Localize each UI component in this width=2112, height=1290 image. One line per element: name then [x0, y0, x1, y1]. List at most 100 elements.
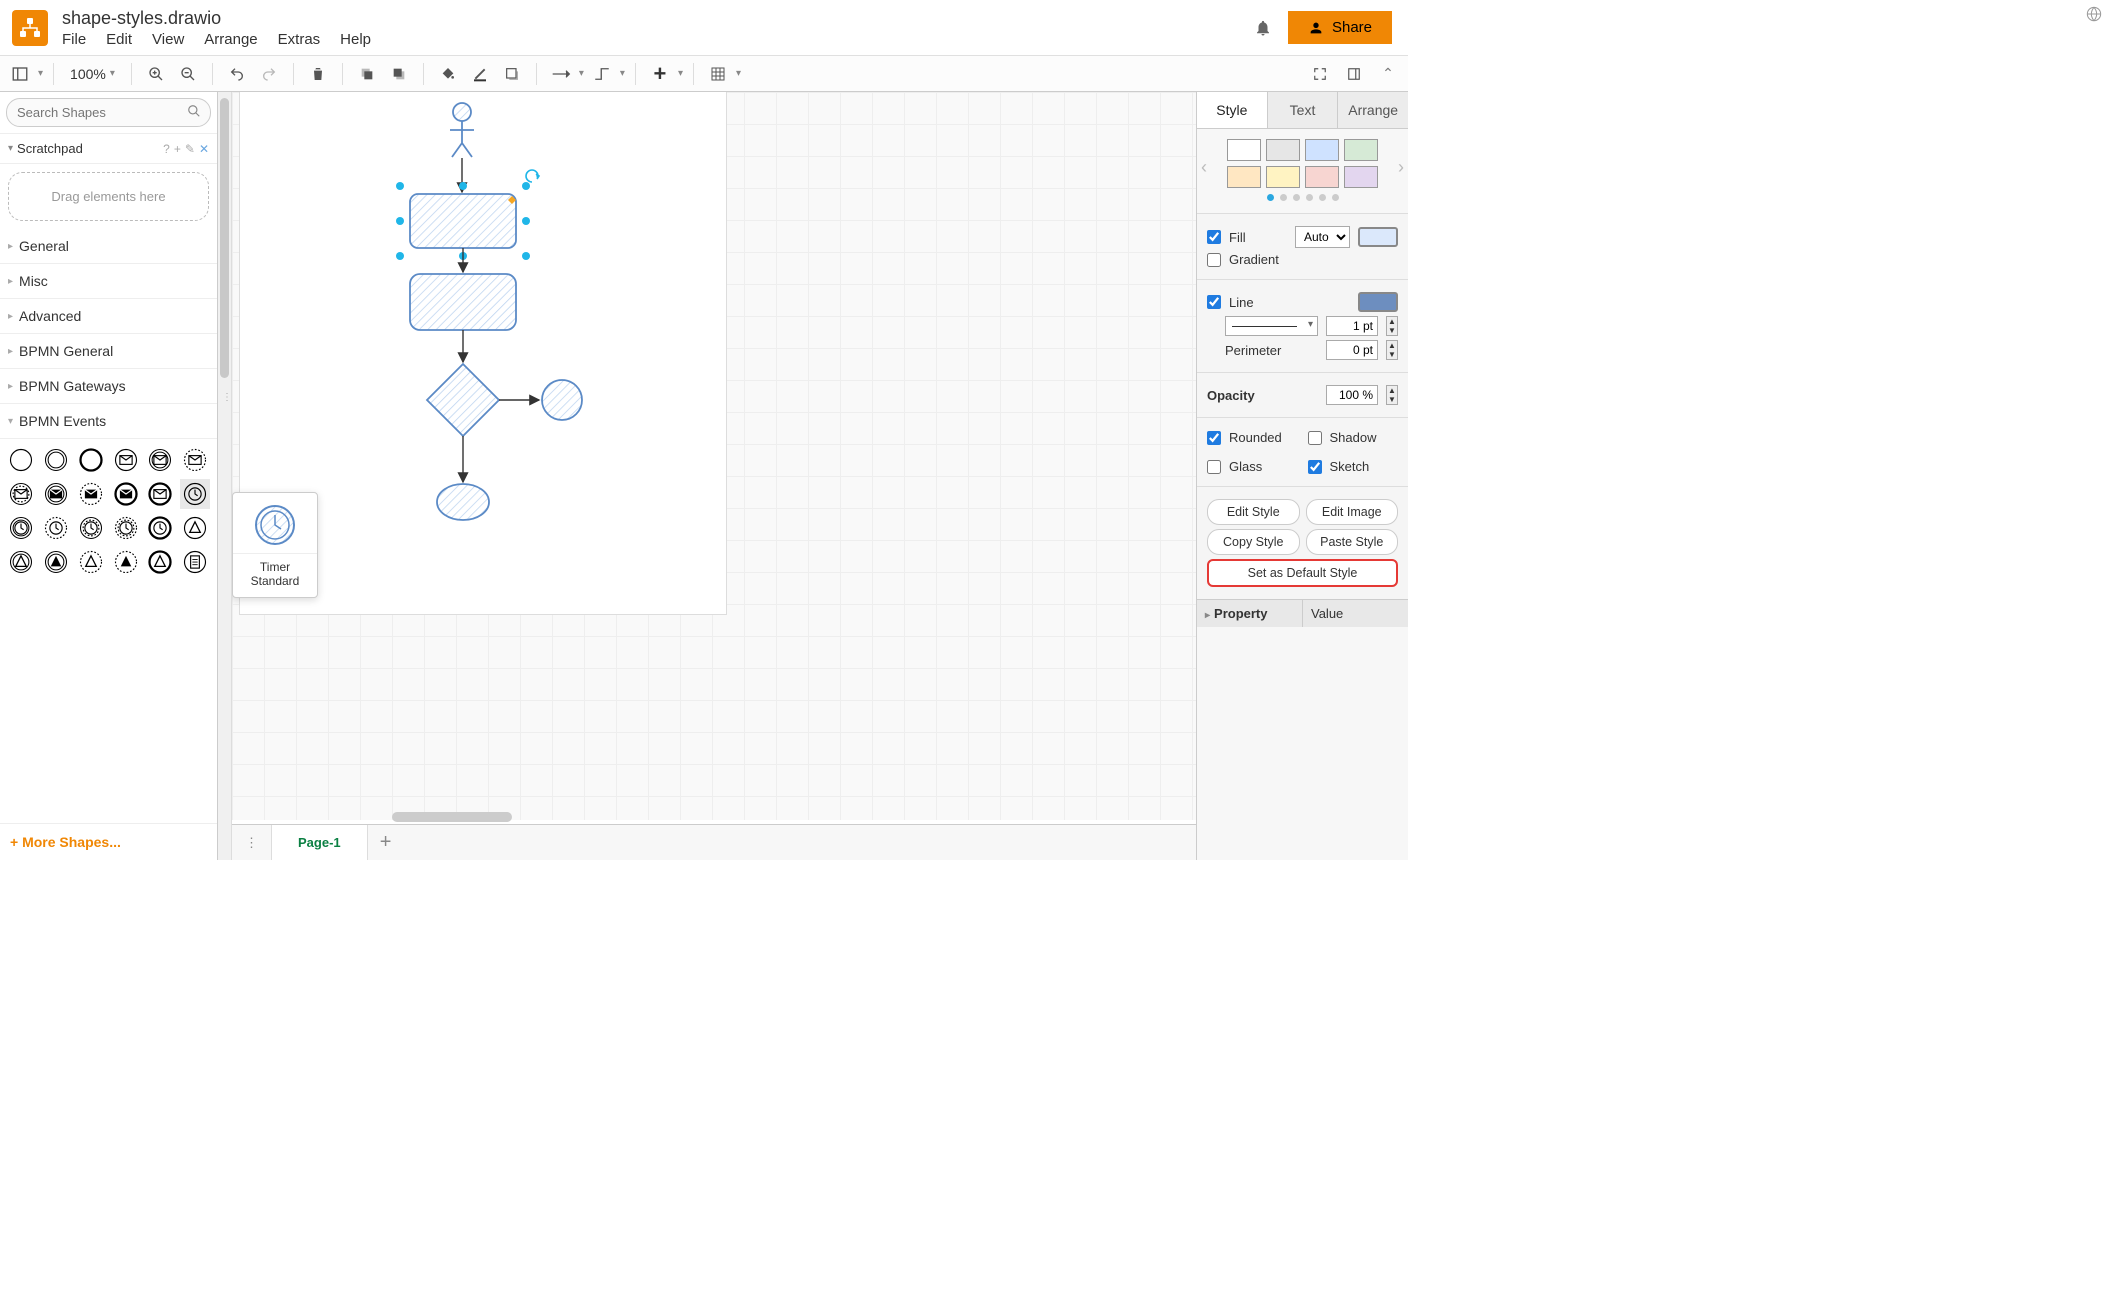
palette-prev-icon[interactable]: ‹	[1201, 157, 1207, 178]
menu-edit[interactable]: Edit	[106, 31, 132, 48]
redo-icon[interactable]	[255, 60, 283, 88]
shape-palette-item[interactable]	[6, 479, 36, 509]
edit-image-button[interactable]: Edit Image	[1306, 499, 1399, 525]
copy-style-button[interactable]: Copy Style	[1207, 529, 1300, 555]
glass-checkbox[interactable]	[1207, 460, 1221, 474]
shape-palette-item[interactable]	[145, 479, 175, 509]
palette-next-icon[interactable]: ›	[1398, 157, 1404, 178]
delete-icon[interactable]	[304, 60, 332, 88]
palette-pager[interactable]	[1215, 188, 1390, 209]
shadow-icon[interactable]	[498, 60, 526, 88]
scratchpad-add-icon[interactable]: +	[174, 142, 181, 156]
shape-palette-item[interactable]	[180, 479, 210, 509]
shadow-checkbox[interactable]	[1308, 431, 1322, 445]
menu-extras[interactable]: Extras	[278, 31, 321, 48]
share-button[interactable]: Share	[1288, 11, 1392, 44]
sketch-checkbox[interactable]	[1308, 460, 1322, 474]
paste-style-button[interactable]: Paste Style	[1306, 529, 1399, 555]
shape-palette-item[interactable]	[41, 547, 71, 577]
fill-color-icon[interactable]	[434, 60, 462, 88]
property-table-header[interactable]: ▸Property Value	[1197, 599, 1408, 627]
palette-swatch[interactable]	[1344, 166, 1378, 188]
line-width-spinner[interactable]: ▲▼	[1386, 316, 1398, 336]
scratchpad-dropzone[interactable]: Drag elements here	[8, 172, 209, 221]
to-front-icon[interactable]	[353, 60, 381, 88]
format-panel-icon[interactable]	[1340, 60, 1368, 88]
undo-icon[interactable]	[223, 60, 251, 88]
menu-file[interactable]: File	[62, 31, 86, 48]
to-back-icon[interactable]	[385, 60, 413, 88]
notifications-icon[interactable]	[1254, 19, 1272, 37]
table-icon[interactable]	[704, 60, 732, 88]
menu-view[interactable]: View	[152, 31, 184, 48]
shape-palette-item[interactable]	[111, 445, 141, 475]
line-color-icon[interactable]	[466, 60, 494, 88]
language-icon[interactable]	[2086, 6, 2102, 22]
shape-palette-item[interactable]	[76, 445, 106, 475]
app-logo[interactable]	[12, 10, 48, 46]
opacity-input[interactable]	[1326, 385, 1378, 405]
shape-palette-item[interactable]	[145, 445, 175, 475]
fill-color-chip[interactable]	[1358, 227, 1398, 247]
line-style-select[interactable]: ▾	[1225, 316, 1318, 336]
shape-palette-item[interactable]	[145, 547, 175, 577]
category-bpmn-events[interactable]: ▾BPMN Events	[0, 404, 217, 439]
category-misc[interactable]: ▸Misc	[0, 264, 217, 299]
palette-swatch[interactable]	[1344, 139, 1378, 161]
tab-arrange[interactable]: Arrange	[1338, 92, 1408, 128]
category-advanced[interactable]: ▸Advanced	[0, 299, 217, 334]
document-title[interactable]: shape-styles.drawio	[62, 8, 1254, 29]
category-bpmn-general[interactable]: ▸BPMN General	[0, 334, 217, 369]
collapse-icon[interactable]: ⌃	[1374, 60, 1402, 88]
shape-palette-item[interactable]	[111, 479, 141, 509]
shape-palette-item[interactable]	[76, 547, 106, 577]
shape-palette-item[interactable]	[76, 479, 106, 509]
search-icon[interactable]	[187, 104, 201, 118]
perimeter-spinner[interactable]: ▲▼	[1386, 340, 1398, 360]
fullscreen-icon[interactable]	[1306, 60, 1334, 88]
waypoint-icon[interactable]	[588, 60, 616, 88]
add-icon[interactable]: +	[646, 60, 674, 88]
shape-palette-item[interactable]	[41, 445, 71, 475]
shape-palette-item[interactable]	[6, 513, 36, 543]
zoom-out-icon[interactable]	[174, 60, 202, 88]
sidebar-toggle-icon[interactable]	[6, 60, 34, 88]
category-general[interactable]: ▸General	[0, 229, 217, 264]
shape-palette-item[interactable]	[41, 479, 71, 509]
rounded-checkbox[interactable]	[1207, 431, 1221, 445]
canvas-hscroll[interactable]	[392, 812, 512, 822]
zoom-select[interactable]: 100%▾	[64, 66, 121, 82]
shape-palette-item[interactable]	[180, 513, 210, 543]
opacity-spinner[interactable]: ▲▼	[1386, 385, 1398, 405]
palette-swatch[interactable]	[1305, 166, 1339, 188]
tab-style[interactable]: Style	[1197, 92, 1268, 128]
line-width-input[interactable]	[1326, 316, 1378, 336]
line-checkbox[interactable]	[1207, 295, 1221, 309]
zoom-in-icon[interactable]	[142, 60, 170, 88]
scratchpad-header[interactable]: ▾ Scratchpad ? + ✎ ✕	[0, 134, 217, 164]
scratchpad-close-icon[interactable]: ✕	[199, 142, 209, 156]
palette-swatch[interactable]	[1305, 139, 1339, 161]
palette-swatch[interactable]	[1227, 166, 1261, 188]
connection-icon[interactable]	[547, 60, 575, 88]
scratchpad-help-icon[interactable]: ?	[163, 142, 170, 156]
line-color-chip[interactable]	[1358, 292, 1398, 312]
pages-menu-icon[interactable]: ⋮	[232, 825, 272, 860]
shape-palette-item[interactable]	[180, 547, 210, 577]
palette-swatch[interactable]	[1266, 166, 1300, 188]
fill-mode-select[interactable]: Auto	[1295, 226, 1350, 248]
shape-palette-item[interactable]	[6, 547, 36, 577]
shape-palette-item[interactable]	[180, 445, 210, 475]
shape-palette-item[interactable]	[41, 513, 71, 543]
shape-palette-item[interactable]	[6, 445, 36, 475]
fill-checkbox[interactable]	[1207, 230, 1221, 244]
perimeter-input[interactable]	[1326, 340, 1378, 360]
set-default-style-button[interactable]: Set as Default Style	[1207, 559, 1398, 587]
page-tab-1[interactable]: Page-1	[272, 825, 368, 860]
palette-swatch[interactable]	[1227, 139, 1261, 161]
shape-palette-item[interactable]	[145, 513, 175, 543]
gradient-checkbox[interactable]	[1207, 253, 1221, 267]
shape-palette-item[interactable]	[111, 547, 141, 577]
add-page-icon[interactable]: +	[368, 825, 404, 860]
category-bpmn-gateways[interactable]: ▸BPMN Gateways	[0, 369, 217, 404]
